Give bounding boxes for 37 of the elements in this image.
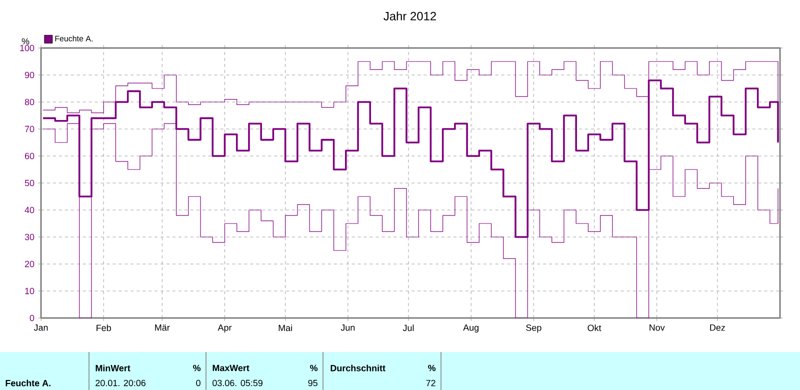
- y-tick-label: 0: [30, 314, 34, 322]
- y-tick-label: 10: [25, 288, 34, 294]
- chart-title: Jahr 2012: [384, 12, 436, 20]
- x-tick-label: Nov: [650, 324, 665, 331]
- text: %: [193, 364, 201, 372]
- text: Durchschnitt: [330, 364, 386, 372]
- x-tick-label: Dez: [710, 324, 725, 331]
- x-tick-label: Jul: [402, 324, 414, 332]
- text: 72: [426, 380, 436, 386]
- text: MinWert: [96, 364, 130, 372]
- y-tick-label: 70: [24, 126, 34, 132]
- x-tick-label: Jan: [34, 324, 48, 331]
- text: 0: [196, 380, 200, 386]
- text: 20.01. 20:06: [96, 380, 146, 386]
- x-tick-label: Feb: [96, 324, 111, 332]
- x-tick-label: Mär: [155, 324, 170, 331]
- x-tick-label: Apr: [218, 324, 232, 333]
- x-tick-label: Sep: [526, 324, 542, 333]
- text: %: [310, 364, 318, 372]
- y-tick-label: 50: [24, 180, 34, 186]
- text: 03.06. 05:59: [212, 380, 262, 386]
- text: 95: [308, 380, 318, 386]
- text: MaxWert: [212, 364, 250, 372]
- y-tick-label: 30: [24, 234, 34, 240]
- y-axis-title: %: [22, 38, 30, 44]
- x-tick-label: Aug: [463, 324, 478, 333]
- y-tick-label: 60: [24, 152, 34, 160]
- y-tick-label: 40: [24, 206, 34, 214]
- y-tick-label: 20: [24, 260, 34, 268]
- x-tick-label: Mai: [278, 324, 292, 332]
- text: %: [428, 364, 436, 372]
- y-tick-label: 90: [24, 72, 34, 78]
- y-tick-label: 80: [24, 98, 34, 106]
- x-tick-label: Okt: [588, 324, 602, 332]
- x-tick-label: Jun: [340, 324, 355, 331]
- text: Feuchte A.: [6, 380, 50, 386]
- y-tick-label: 100: [20, 44, 34, 52]
